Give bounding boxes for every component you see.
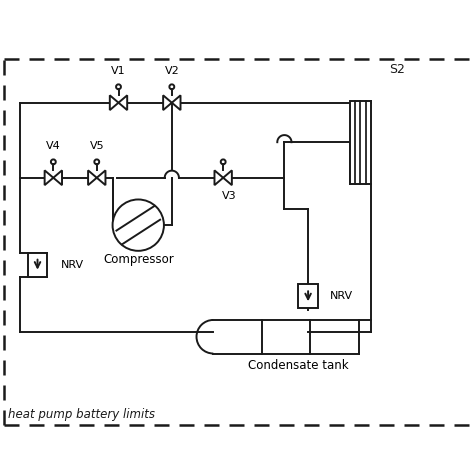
Polygon shape <box>214 170 223 185</box>
Text: V1: V1 <box>111 66 126 76</box>
Bar <box>27 253 47 276</box>
Polygon shape <box>223 170 232 185</box>
Polygon shape <box>110 95 118 110</box>
Text: NRV: NRV <box>330 291 353 301</box>
Text: V4: V4 <box>46 141 61 151</box>
Polygon shape <box>172 95 181 110</box>
Polygon shape <box>97 170 106 185</box>
Polygon shape <box>54 170 62 185</box>
Text: V5: V5 <box>90 141 104 151</box>
Text: S2: S2 <box>389 63 405 76</box>
Bar <box>349 101 371 184</box>
Text: NRV: NRV <box>61 260 84 270</box>
Text: V3: V3 <box>222 191 237 201</box>
Polygon shape <box>45 170 54 185</box>
Polygon shape <box>118 95 127 110</box>
Text: V2: V2 <box>164 66 179 76</box>
Text: Compressor: Compressor <box>103 253 173 265</box>
Text: heat pump battery limits: heat pump battery limits <box>8 408 155 421</box>
Text: Condensate tank: Condensate tank <box>248 359 348 372</box>
Circle shape <box>113 200 164 251</box>
Bar <box>298 284 318 308</box>
Polygon shape <box>88 170 97 185</box>
Polygon shape <box>163 95 172 110</box>
